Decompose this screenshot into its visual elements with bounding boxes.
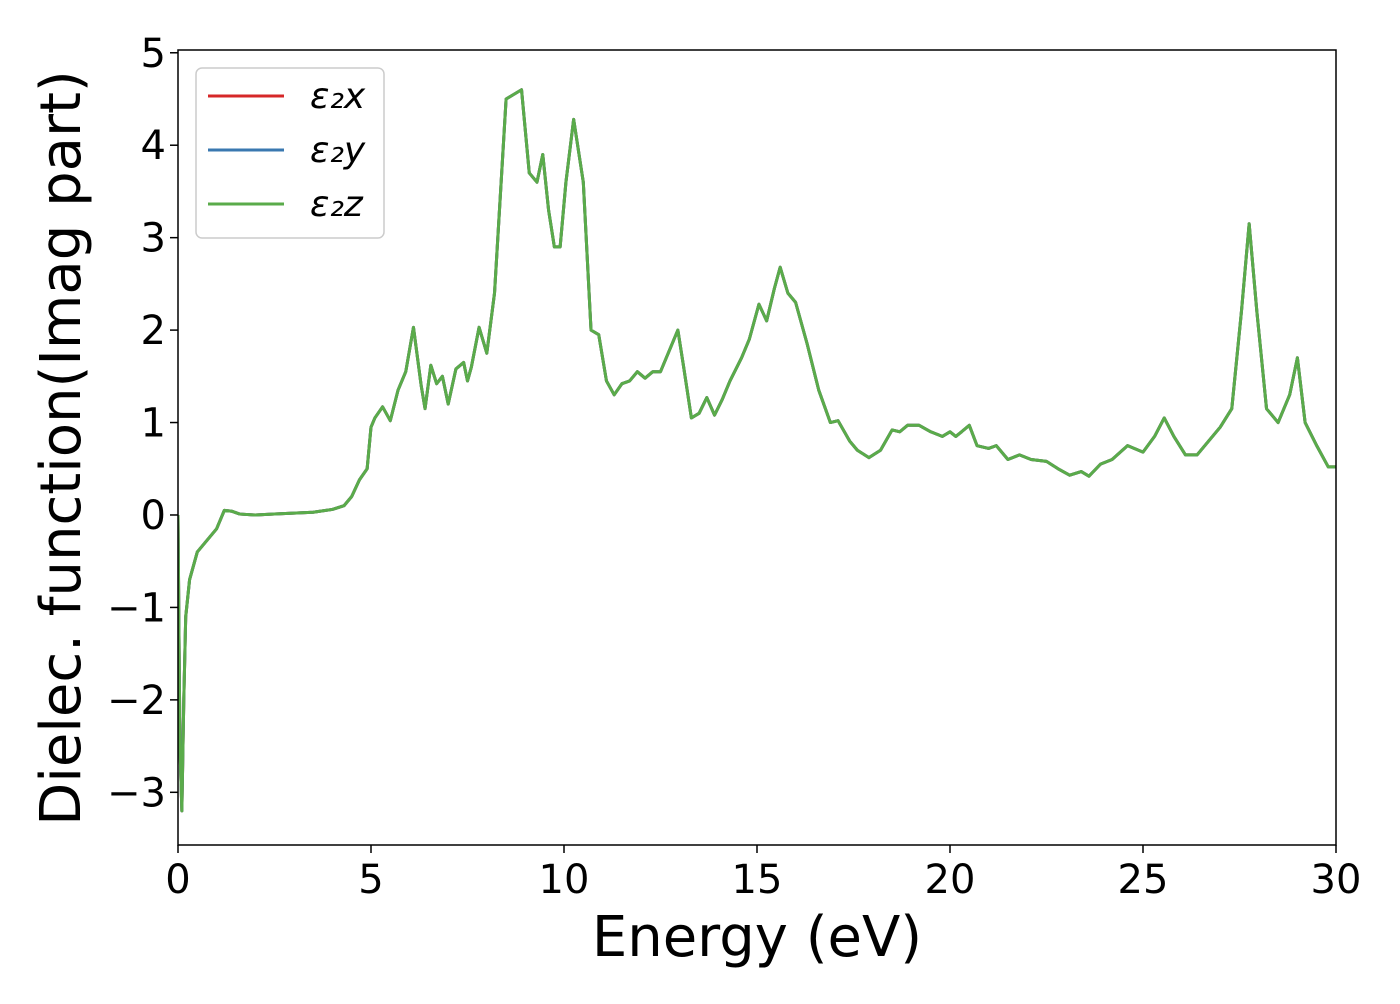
- y-tick-label: −2: [107, 678, 166, 724]
- y-axis-label: Dielec. function(Imag part): [29, 70, 94, 826]
- y-tick-label: −1: [107, 585, 166, 631]
- y-tick-label: 1: [141, 401, 166, 447]
- x-tick-label: 15: [732, 857, 783, 903]
- x-tick-label: 25: [1118, 857, 1169, 903]
- legend-label: ε₂x: [310, 76, 366, 117]
- x-tick-label: 5: [358, 857, 383, 903]
- line-series: [178, 88, 1336, 813]
- y-tick-label: 3: [141, 216, 166, 262]
- x-tick-label: 10: [539, 857, 590, 903]
- y-tick-label: 5: [141, 31, 166, 77]
- x-axis-label: Energy (eV): [592, 905, 922, 970]
- y-tick-label: 4: [141, 123, 166, 169]
- legend-label: ε₂y: [310, 130, 366, 171]
- x-tick-label: 30: [1311, 857, 1362, 903]
- x-tick-label: 20: [925, 857, 976, 903]
- legend-box: [195, 67, 385, 239]
- legend-label: ε₂z: [310, 184, 364, 225]
- y-tick-label: −3: [107, 770, 166, 816]
- y-tick-label: 2: [141, 308, 166, 354]
- x-tick-label: 0: [165, 857, 190, 903]
- y-tick-label: 0: [141, 493, 166, 539]
- plot-frame: [177, 49, 1337, 846]
